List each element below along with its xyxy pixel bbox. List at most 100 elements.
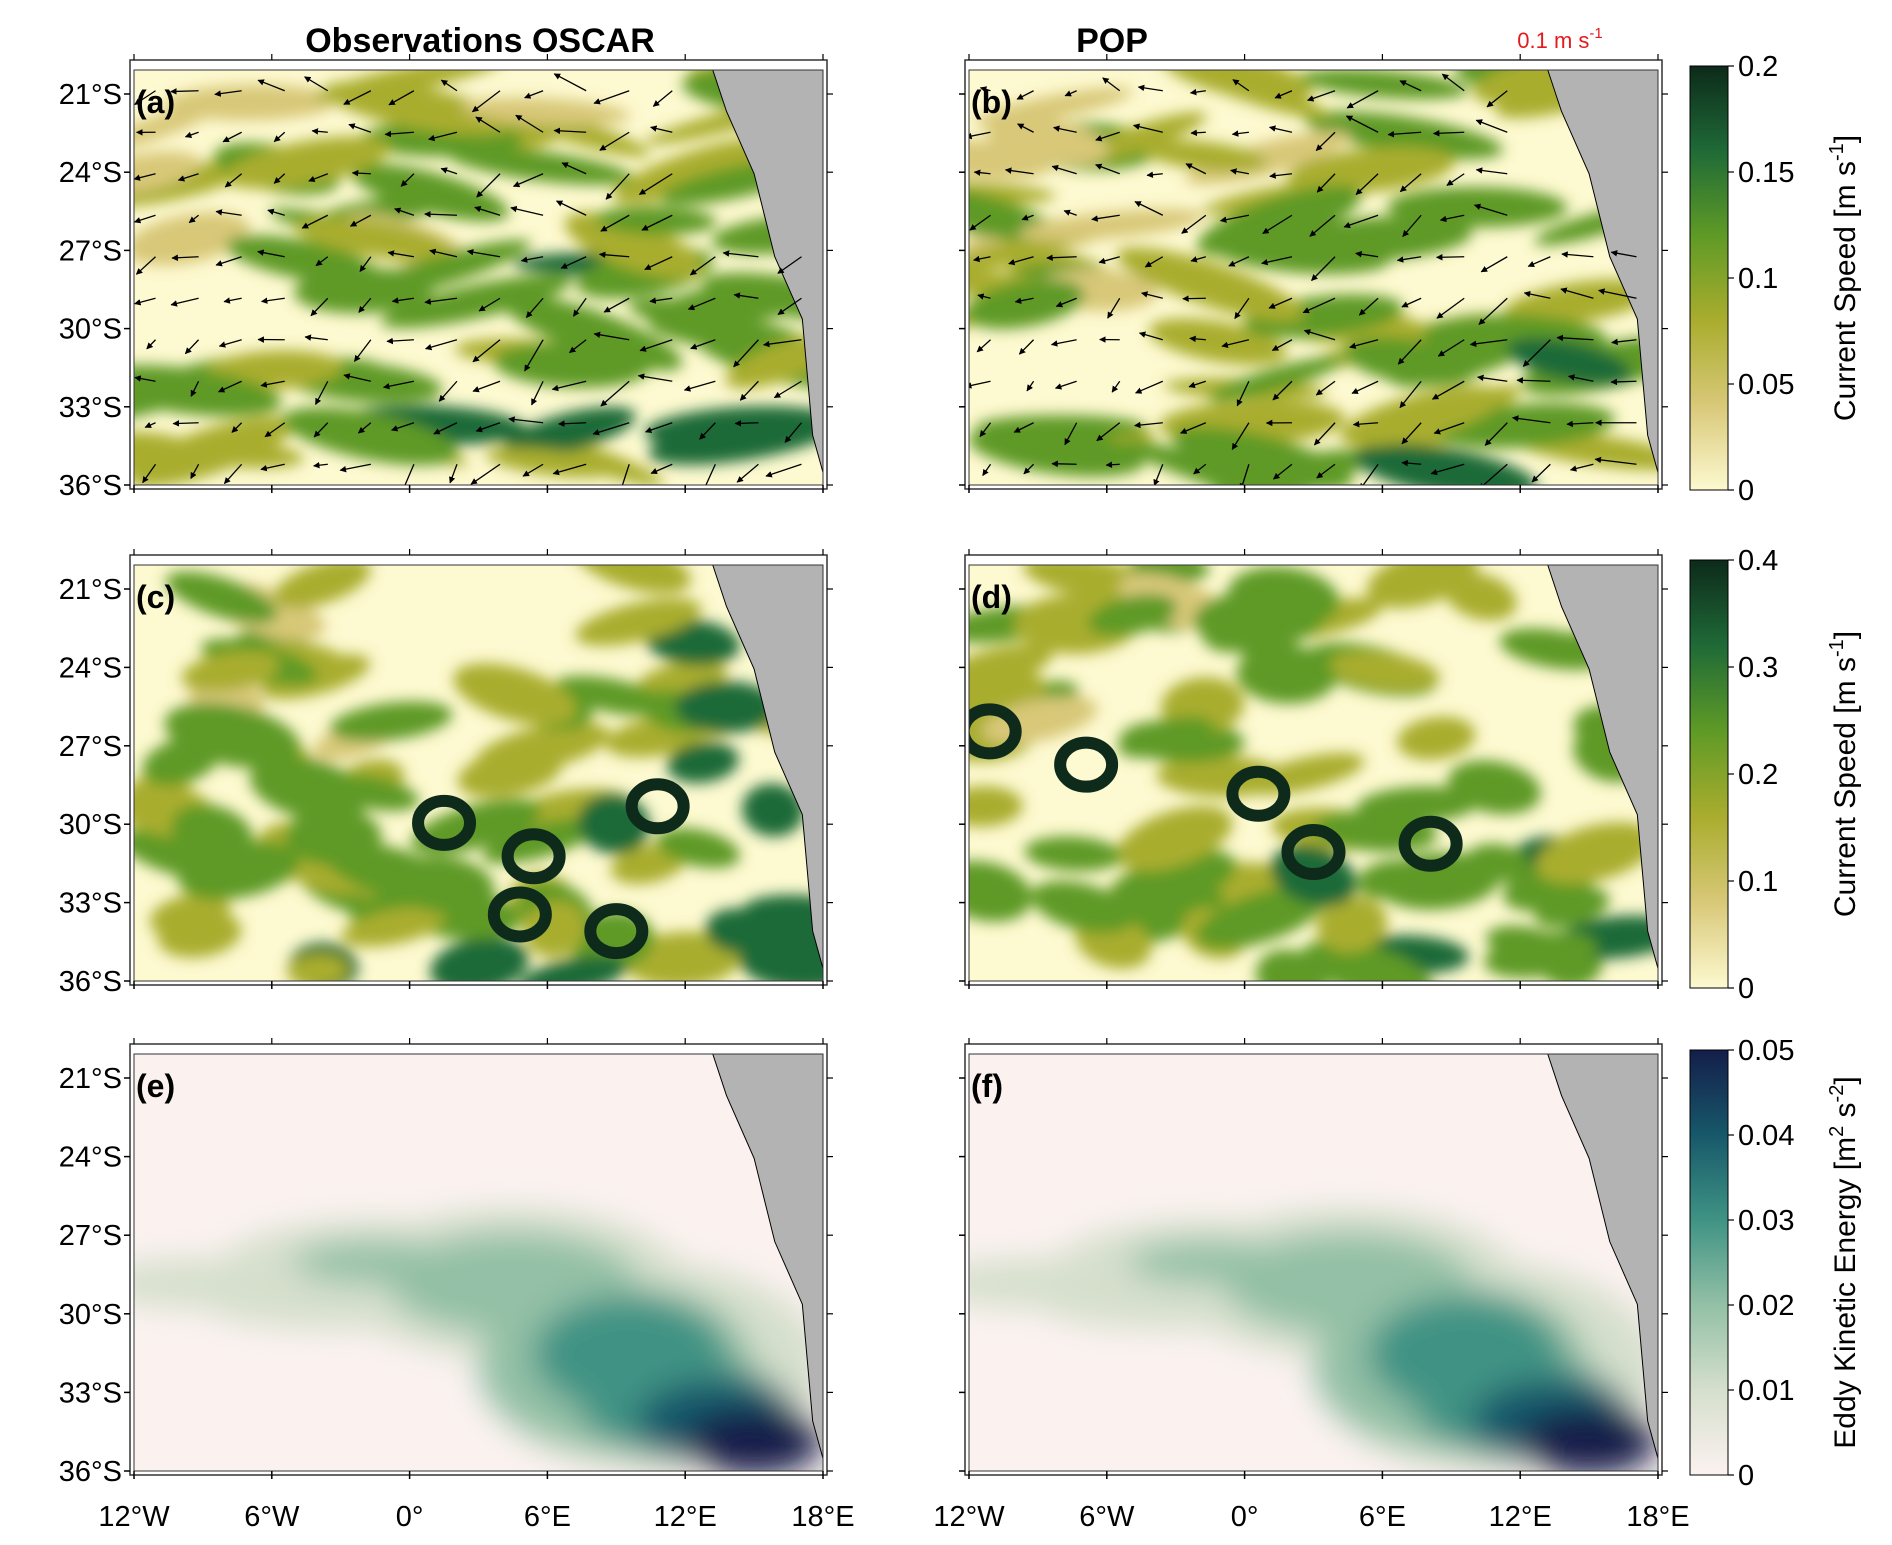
panel-d: (d) xyxy=(964,554,1663,986)
colorbar-tick-label: 0.1 xyxy=(1738,866,1778,898)
panel-a: (a) xyxy=(129,59,828,490)
map-frame xyxy=(964,1043,1663,1476)
x-tick-label: 6°W xyxy=(1079,1501,1135,1533)
colorbar-tick-label: 0 xyxy=(1738,973,1754,1005)
axis-ticks xyxy=(959,549,1668,989)
colorbar-tick-label: 0 xyxy=(1738,475,1754,507)
x-tick-label: 6°W xyxy=(244,1501,300,1533)
panel-label: (e) xyxy=(136,1068,175,1104)
y-tick-label: 21°S xyxy=(59,79,122,111)
colorbar-label: Eddy Kinetic Energy [m2 s-2] xyxy=(1826,1076,1862,1448)
colorbar-tick-label: 0.01 xyxy=(1738,1375,1794,1407)
axis-ticks: 21°S 24°S 27°S 30°S 33°S 36°S xyxy=(59,54,833,502)
eddy-ring xyxy=(1281,824,1346,881)
colorbar-1: 0 0.1 0.2 0.3 0.4 Current Speed [m s-1] xyxy=(1689,545,1862,1005)
eddy-ring xyxy=(625,778,690,835)
eddy-ring xyxy=(412,794,477,851)
y-tick-label: 30°S xyxy=(59,314,122,346)
x-tick-label: 12°E xyxy=(654,1501,717,1533)
colorbar-gradient xyxy=(1689,559,1729,989)
y-tick-label: 33°S xyxy=(59,392,122,424)
axis-ticks: 12°W 6°W 0° 6°E 12°E 18°E 21°S 24°S 27°S 30°S 33°S… xyxy=(59,1038,855,1533)
column-title-left: Observations OSCAR xyxy=(305,22,655,60)
map-frame xyxy=(964,59,1663,490)
field-pattern xyxy=(134,565,823,981)
panel-label: (c) xyxy=(136,579,175,615)
x-tick-label: 18°E xyxy=(791,1501,854,1533)
panel-label: (a) xyxy=(136,84,175,120)
x-tick-label: 12°W xyxy=(933,1501,1005,1533)
x-tick-label: 0° xyxy=(1231,1501,1259,1533)
y-tick-label: 36°S xyxy=(59,966,122,998)
x-tick-label: 12°W xyxy=(98,1501,170,1533)
x-tick-label: 6°E xyxy=(1359,1501,1406,1533)
y-tick-label: 27°S xyxy=(59,235,122,267)
land-mask xyxy=(1547,70,1658,473)
eddy-ring xyxy=(501,828,566,885)
y-tick-label: 36°S xyxy=(59,470,122,502)
land-mask xyxy=(712,1054,823,1459)
y-tick-label: 30°S xyxy=(59,1299,122,1331)
axis-ticks: 12°W 6°W 0° 6°E 12°E 18°E xyxy=(933,1038,1690,1533)
map-frame xyxy=(129,59,828,490)
colorbar-tick-label: 0.04 xyxy=(1738,1120,1794,1152)
map-frame xyxy=(129,554,828,986)
eddy-ring xyxy=(969,703,1022,760)
colorbar-tick-label: 0.2 xyxy=(1738,51,1778,83)
current-vectors xyxy=(134,73,802,485)
colorbar-tick-label: 0.02 xyxy=(1738,1290,1794,1322)
panel-c: (c) xyxy=(129,554,828,986)
land-mask xyxy=(1547,565,1658,969)
y-tick-label: 33°S xyxy=(59,888,122,920)
panel-f: (f) xyxy=(964,1043,1663,1476)
colorbar-tick-label: 0.4 xyxy=(1738,545,1778,577)
y-tick-label: 30°S xyxy=(59,809,122,841)
eddy-ring xyxy=(1054,736,1119,793)
colorbar-tick-label: 0.2 xyxy=(1738,759,1778,791)
colorbar-tick-label: 0.03 xyxy=(1738,1205,1794,1237)
panel-b: (b) xyxy=(964,59,1663,490)
axis-ticks xyxy=(959,54,1668,493)
field-pattern xyxy=(134,1208,823,1471)
y-tick-label: 36°S xyxy=(59,1456,122,1488)
colorbar-gradient xyxy=(1689,65,1729,491)
y-tick-label: 27°S xyxy=(59,731,122,763)
panel-label: (b) xyxy=(971,84,1012,120)
y-tick-label: 24°S xyxy=(59,157,122,189)
land-mask xyxy=(1547,1054,1658,1459)
field-pattern xyxy=(969,70,1658,485)
panel-label: (f) xyxy=(971,1068,1003,1104)
colorbar-tick-label: 0.1 xyxy=(1738,263,1778,295)
colorbar-gradient xyxy=(1689,1049,1729,1476)
reference-vector-label: 0.1 m s-1 xyxy=(1517,25,1602,53)
x-tick-label: 12°E xyxy=(1489,1501,1552,1533)
current-vectors xyxy=(969,73,1637,485)
y-tick-label: 27°S xyxy=(59,1220,122,1252)
y-tick-label: 21°S xyxy=(59,574,122,606)
panel-e: (e) xyxy=(129,1043,828,1476)
colorbar-2: 0 0.01 0.02 0.03 0.04 0.05 Eddy Kinetic Energy… xyxy=(1689,1035,1862,1492)
eddy-ring xyxy=(1398,815,1463,872)
colorbar-label: Current Speed [m s-1] xyxy=(1826,631,1862,917)
eddy-ring xyxy=(1226,765,1291,822)
axis-ticks: 21°S 24°S 27°S 30°S 33°S 36°S xyxy=(59,549,833,998)
colorbar-tick-label: 0.3 xyxy=(1738,652,1778,684)
colorbar-tick-label: 0.05 xyxy=(1738,1035,1794,1067)
eddy-ring xyxy=(584,903,649,960)
eddy-ring xyxy=(487,886,552,943)
colorbar-tick-label: 0.05 xyxy=(1738,369,1794,401)
map-frame xyxy=(964,554,1663,986)
x-tick-label: 18°E xyxy=(1626,1501,1689,1533)
map-frame xyxy=(129,1043,828,1476)
colorbar-tick-label: 0 xyxy=(1738,1460,1754,1492)
y-tick-label: 21°S xyxy=(59,1063,122,1095)
y-tick-label: 24°S xyxy=(59,652,122,684)
land-mask xyxy=(712,70,823,473)
colorbar-0: 0 0.05 0.1 0.15 0.2 Current Speed [m s-1] xyxy=(1689,51,1862,507)
x-tick-label: 6°E xyxy=(524,1501,571,1533)
column-title-right: POP xyxy=(1076,22,1148,60)
y-tick-label: 24°S xyxy=(59,1142,122,1174)
x-tick-label: 0° xyxy=(396,1501,424,1533)
colorbar-label: Current Speed [m s-1] xyxy=(1826,135,1862,421)
field-pattern xyxy=(969,1208,1658,1471)
